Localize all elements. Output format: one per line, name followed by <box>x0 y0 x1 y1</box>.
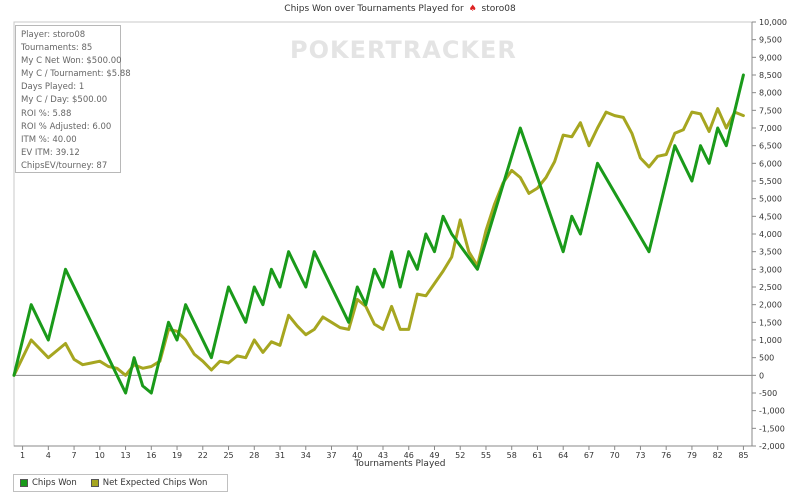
legend-label-chips-won: Chips Won <box>32 478 77 488</box>
plot-area <box>13 21 753 447</box>
legend-item-chips-won: Chips Won <box>20 478 77 488</box>
y-tick-label: 8,500 <box>759 71 782 80</box>
stat-roi-adjusted: ROI % Adjusted: 6.00 <box>21 121 112 132</box>
x-tick-label: 55 <box>481 451 491 460</box>
stat-player: Player: storo08 <box>21 30 86 40</box>
stat-net-won: My C Net Won: $500.00 <box>21 56 122 67</box>
x-tick-label: 37 <box>326 451 336 460</box>
y-tick-label: 6,500 <box>759 142 782 151</box>
x-tick-label: 25 <box>223 451 233 460</box>
y-tick-label: 8,000 <box>759 89 782 98</box>
stat-days-played: Days Played: 1 <box>21 82 85 93</box>
x-tick-label: 85 <box>738 451 748 460</box>
x-tick-label: 22 <box>198 451 208 460</box>
x-tick-label: 40 <box>352 451 362 460</box>
stat-ev-itm: EV ITM: 39.12 <box>21 147 80 158</box>
legend-swatch-chips-won <box>20 479 28 487</box>
x-tick-label: 73 <box>635 451 645 460</box>
x-tick-label: 31 <box>275 451 285 460</box>
x-tick-label: 34 <box>301 451 311 460</box>
stats-box: Player: storo08 Tournaments: 85 My C Net… <box>15 25 131 173</box>
x-tick-label: 70 <box>610 451 620 460</box>
y-tick-label: 7,500 <box>759 106 782 115</box>
y-tick-label: 3,500 <box>759 248 782 257</box>
stat-roi: ROI %: 5.88 <box>21 108 72 119</box>
x-tick-label: 43 <box>378 451 388 460</box>
stat-per-day: My C / Day: $500.00 <box>21 95 108 106</box>
series-line-net-expected <box>12 107 745 377</box>
x-tick-label: 28 <box>249 451 259 460</box>
x-tick-label: 7 <box>72 451 77 460</box>
x-tick-label: 52 <box>455 451 465 460</box>
stat-chipsev: ChipsEV/tourney: 87 <box>21 160 108 171</box>
y-tick-label: 1,500 <box>759 318 782 327</box>
x-tick-label: 19 <box>172 451 182 460</box>
spade-icon: ♠ <box>468 4 477 14</box>
y-tick-label: -1,500 <box>759 424 785 433</box>
y-tick-label: 2,000 <box>759 301 782 310</box>
x-axis-label: Tournaments Played <box>354 459 446 469</box>
x-tick-label: 67 <box>584 451 594 460</box>
y-tick-label: 0 <box>759 371 764 380</box>
x-tick-label: 13 <box>120 451 130 460</box>
y-tick-label: -1,000 <box>759 407 785 416</box>
y-tick-label: 9,000 <box>759 53 782 62</box>
y-tick-label: 6,000 <box>759 159 782 168</box>
x-tick-label: 82 <box>713 451 723 460</box>
y-tick-label: 7,000 <box>759 124 782 133</box>
y-tick-label: 5,500 <box>759 177 782 186</box>
y-tick-label: 10,000 <box>759 18 787 27</box>
watermark-logo: POKERTRACKER <box>290 36 517 64</box>
y-tick-label: 4,000 <box>759 230 782 239</box>
x-tick-label: 49 <box>429 451 439 460</box>
y-tick-label: -2,000 <box>759 442 785 451</box>
x-tick-label: 46 <box>404 451 414 460</box>
x-tick-label: 16 <box>146 451 156 460</box>
y-tick-label: 500 <box>759 354 774 363</box>
x-tick-label: 64 <box>558 451 568 460</box>
legend-swatch-net-expected <box>90 479 99 487</box>
y-tick-label: 3,000 <box>759 265 782 274</box>
stat-per-tournament: My C / Tournament: $5.88 <box>21 69 131 80</box>
legend: Chips Won Net Expected Chips Won <box>13 474 229 492</box>
y-tick-label: 5,000 <box>759 195 782 204</box>
chart-title: Chips Won over Tournaments Played for ♠ … <box>0 4 800 14</box>
x-tick-label: 4 <box>46 451 51 460</box>
series-line-chips-won <box>12 73 745 395</box>
chart-title-text: Chips Won over Tournaments Played for <box>284 4 464 14</box>
y-tick-label: 9,500 <box>759 36 782 45</box>
x-tick-label: 58 <box>507 451 517 460</box>
x-tick-label: 10 <box>95 451 105 460</box>
stat-itm: ITM %: 40.00 <box>21 134 77 145</box>
y-tick-label: 2,500 <box>759 283 782 292</box>
x-tick-label: 76 <box>661 451 671 460</box>
legend-item-net-expected: Net Expected Chips Won <box>90 478 208 488</box>
x-tick-label: 1 <box>20 451 25 460</box>
y-tick-label: 4,500 <box>759 212 782 221</box>
y-tick-label: 1,000 <box>759 336 782 345</box>
chart-title-player: storo08 <box>481 4 516 14</box>
stat-tournaments: Tournaments: 85 <box>21 43 93 54</box>
x-tick-label: 79 <box>687 451 697 460</box>
y-tick-label: -500 <box>759 389 777 398</box>
legend-label-net-expected: Net Expected Chips Won <box>102 478 208 488</box>
x-tick-label: 61 <box>532 451 542 460</box>
